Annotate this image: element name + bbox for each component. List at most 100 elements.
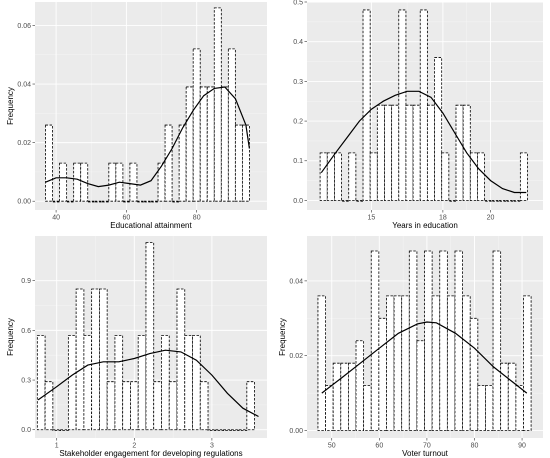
histogram-bar <box>424 250 433 431</box>
histogram-bar <box>334 152 342 201</box>
histogram-bar <box>106 381 116 431</box>
histogram-bar <box>408 250 418 431</box>
histogram-bar <box>347 362 357 431</box>
histogram-bar <box>362 9 371 201</box>
histogram-bar <box>462 295 471 431</box>
histogram-bar <box>83 334 93 431</box>
histogram-bar <box>73 162 82 202</box>
histogram-bar <box>227 48 236 202</box>
histogram-bar <box>484 200 493 202</box>
histogram-bar <box>477 385 486 431</box>
histogram-bar <box>505 200 514 202</box>
histogram-bar <box>477 152 485 201</box>
histogram-bar <box>369 152 378 201</box>
density-curve <box>321 321 528 394</box>
histogram-bar <box>319 152 328 201</box>
histogram-bar <box>168 381 178 431</box>
histogram-bar <box>44 381 54 431</box>
histogram-bar <box>405 104 414 201</box>
histogram-bar <box>150 200 159 203</box>
histogram-bar <box>498 200 507 202</box>
histogram-bar <box>246 381 255 431</box>
histogram-bar <box>213 7 222 202</box>
histogram-bar <box>332 362 342 431</box>
histogram-bar <box>108 162 117 202</box>
histogram-bar <box>370 250 380 431</box>
histogram-bar <box>230 429 240 431</box>
histogram-bar <box>66 200 75 203</box>
histogram-bar <box>348 152 357 201</box>
y-tick-label: 0.04 <box>17 81 31 88</box>
histogram-bar <box>355 200 364 202</box>
histogram-bar <box>469 317 479 431</box>
histogram-bar <box>393 295 403 431</box>
histogram-bar <box>223 429 232 431</box>
y-tick-label: 0.9 <box>21 278 31 285</box>
histogram-bar <box>317 295 326 431</box>
histogram-bar <box>384 104 393 201</box>
y-tick-label: 0.02 <box>17 140 31 147</box>
histogram-bar <box>412 104 421 201</box>
histogram-bar <box>129 162 138 202</box>
y-tick-label: 0.2 <box>293 118 303 125</box>
x-tick-label: 20 <box>487 215 495 222</box>
y-tick-label: 0.4 <box>293 39 303 46</box>
histogram-bar <box>45 124 53 202</box>
histogram-bar <box>220 86 229 202</box>
y-axis-title: Frequency <box>6 87 15 125</box>
histogram-bar <box>206 86 215 202</box>
histogram-bar <box>355 340 365 431</box>
histogram-bar <box>59 162 68 202</box>
x-tick-label: 3 <box>210 443 214 450</box>
panel-years-in-education: 15 18 20 0.0 0.1 0.2 0.3 0.4 0.5 Years in educat… <box>293 0 543 230</box>
histogram-bar <box>386 295 395 431</box>
histogram-bar <box>507 362 517 431</box>
x-axis-title: Years in education <box>392 221 458 230</box>
histogram-bar <box>469 152 478 201</box>
histogram-bar <box>485 385 494 431</box>
y-tick-label: 0.04 <box>289 278 303 285</box>
histogram-bar <box>75 288 85 431</box>
histogram-bar <box>114 334 124 431</box>
histogram-bar <box>122 381 131 431</box>
panel-voter-turnout: 50 60 70 80 90 0.00 0.02 0.04 Voter turnout Fre… <box>278 236 543 458</box>
histogram-bar <box>94 200 103 203</box>
histogram-bar <box>398 9 407 201</box>
y-axis-title: Frequency <box>278 318 287 356</box>
histogram-bar <box>199 86 208 202</box>
x-axis-title: Stakeholder engagement for developing re… <box>59 449 242 458</box>
histogram-bar <box>199 381 209 431</box>
density-curve <box>320 90 527 194</box>
histogram-bar <box>455 104 464 201</box>
x-tick-label: 15 <box>367 215 375 222</box>
histogram-bar <box>434 57 443 201</box>
histogram-bar <box>401 295 410 431</box>
density-curve <box>45 86 250 188</box>
histogram-bar <box>519 152 528 201</box>
x-tick-label: 18 <box>439 215 447 222</box>
histogram-bar <box>391 104 400 201</box>
histogram-bar <box>164 124 173 202</box>
histogram-bar <box>52 200 61 203</box>
histogram-bar <box>341 200 350 202</box>
x-tick-label: 60 <box>375 443 383 450</box>
histogram-bar <box>91 288 100 431</box>
histogram-bar <box>491 200 500 202</box>
histogram-bar <box>192 334 201 431</box>
histogram-bar <box>515 385 524 431</box>
histogram-bar <box>136 200 145 203</box>
histogram-bar <box>325 385 334 431</box>
histogram-bar <box>431 295 441 431</box>
histogram-bar <box>454 250 463 431</box>
histogram-bar <box>101 200 110 203</box>
histogram-bar <box>446 295 456 431</box>
histogram-bar <box>99 288 108 431</box>
y-tick-label: 0.00 <box>289 428 303 435</box>
histogram-bar <box>153 381 162 431</box>
y-tick-label: 0.6 <box>21 328 31 335</box>
x-tick-label: 50 <box>328 443 336 450</box>
histogram-bar <box>145 242 155 431</box>
y-tick-label: 0.5 <box>293 0 303 6</box>
histogram-bar <box>143 200 152 203</box>
panel-educational-attainment: 40 60 80 0.00 0.02 0.04 0.06 Educational attai… <box>6 2 267 230</box>
